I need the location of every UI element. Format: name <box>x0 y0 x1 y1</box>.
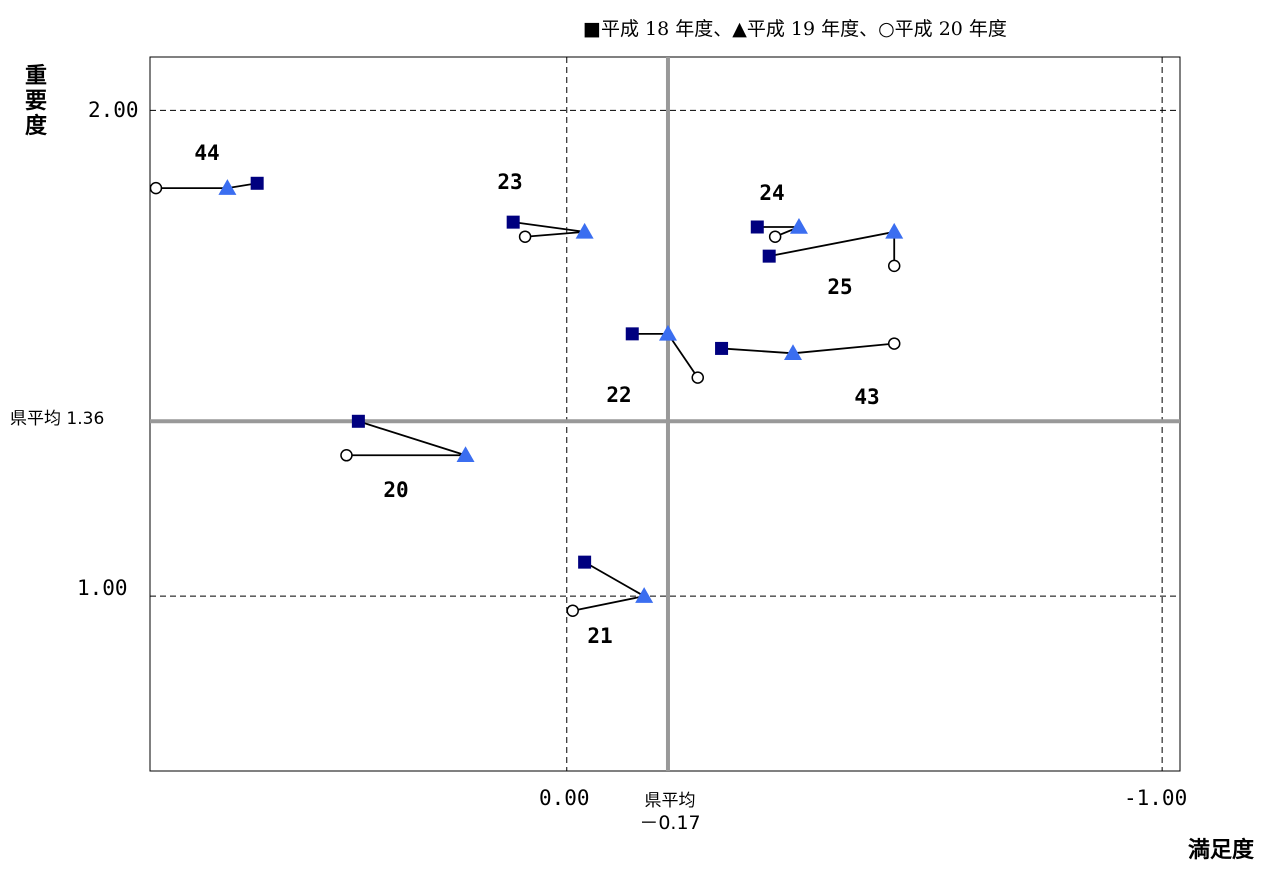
point-fy18-24 <box>750 220 764 234</box>
point-fy18-21 <box>578 555 592 569</box>
point-fy19-23 <box>575 222 594 239</box>
prefecture-average-x-value: －0.17 <box>639 812 701 834</box>
point-fy19-22 <box>658 324 677 341</box>
point-fy20-21 <box>566 604 579 617</box>
x-tick-label: -1.00 <box>1124 786 1188 810</box>
point-fy20-25 <box>887 259 901 273</box>
point-fy20-20 <box>340 449 353 462</box>
data-label-25: 25 <box>827 275 852 299</box>
point-fy20-43 <box>887 337 901 350</box>
point-fy19-25 <box>885 222 904 239</box>
trend-line-43 <box>721 342 895 355</box>
data-label-22: 22 <box>606 383 631 407</box>
point-fy18-23 <box>506 215 520 229</box>
trend-line-44 <box>155 182 258 190</box>
x-tick-label: 0.00 <box>539 786 590 810</box>
data-label-24: 24 <box>759 181 784 205</box>
y-tick-label: 1.00 <box>77 576 128 600</box>
data-label-20: 20 <box>383 478 408 502</box>
data-label-23: 23 <box>497 170 522 194</box>
prefecture-average-y-label: 県平均 1.36 <box>10 409 105 429</box>
y-axis-title: 重 要 度 <box>22 64 50 139</box>
prefecture-average-x-label: 県平均 －0.17 <box>630 790 710 834</box>
data-label-43: 43 <box>854 385 879 409</box>
point-fy20-24 <box>768 230 782 243</box>
point-fy19-20 <box>456 446 475 463</box>
plot-frame <box>149 56 1181 772</box>
y-axis-title-char: 度 <box>24 114 47 139</box>
point-fy20-22 <box>691 371 704 384</box>
y-axis-title-char: 重 <box>24 64 47 89</box>
point-fy19-21 <box>635 587 654 603</box>
point-fy18-20 <box>351 414 365 428</box>
point-fy18-25 <box>762 249 776 263</box>
trend-line-25 <box>769 230 896 266</box>
prefecture-average-x-title: 県平均 <box>644 791 696 811</box>
point-fy18-22 <box>625 327 639 341</box>
legend: ■平成 18 年度、▲平成 19 年度、○平成 20 年度 <box>583 18 1007 40</box>
trend-line-21 <box>572 561 647 612</box>
point-fy19-43 <box>784 344 803 361</box>
y-axis-title-char: 要 <box>24 89 47 114</box>
x-axis-title: 満足度 <box>1188 838 1255 863</box>
point-fy20-44 <box>149 181 163 195</box>
point-fy20-23 <box>518 230 532 243</box>
point-fy18-44 <box>250 176 264 190</box>
point-fy19-24 <box>789 218 808 234</box>
data-label-21: 21 <box>587 624 612 648</box>
data-label-44: 44 <box>194 141 219 165</box>
point-fy19-44 <box>218 179 237 195</box>
point-fy18-43 <box>715 341 729 355</box>
y-tick-label: 2.00 <box>88 98 139 122</box>
